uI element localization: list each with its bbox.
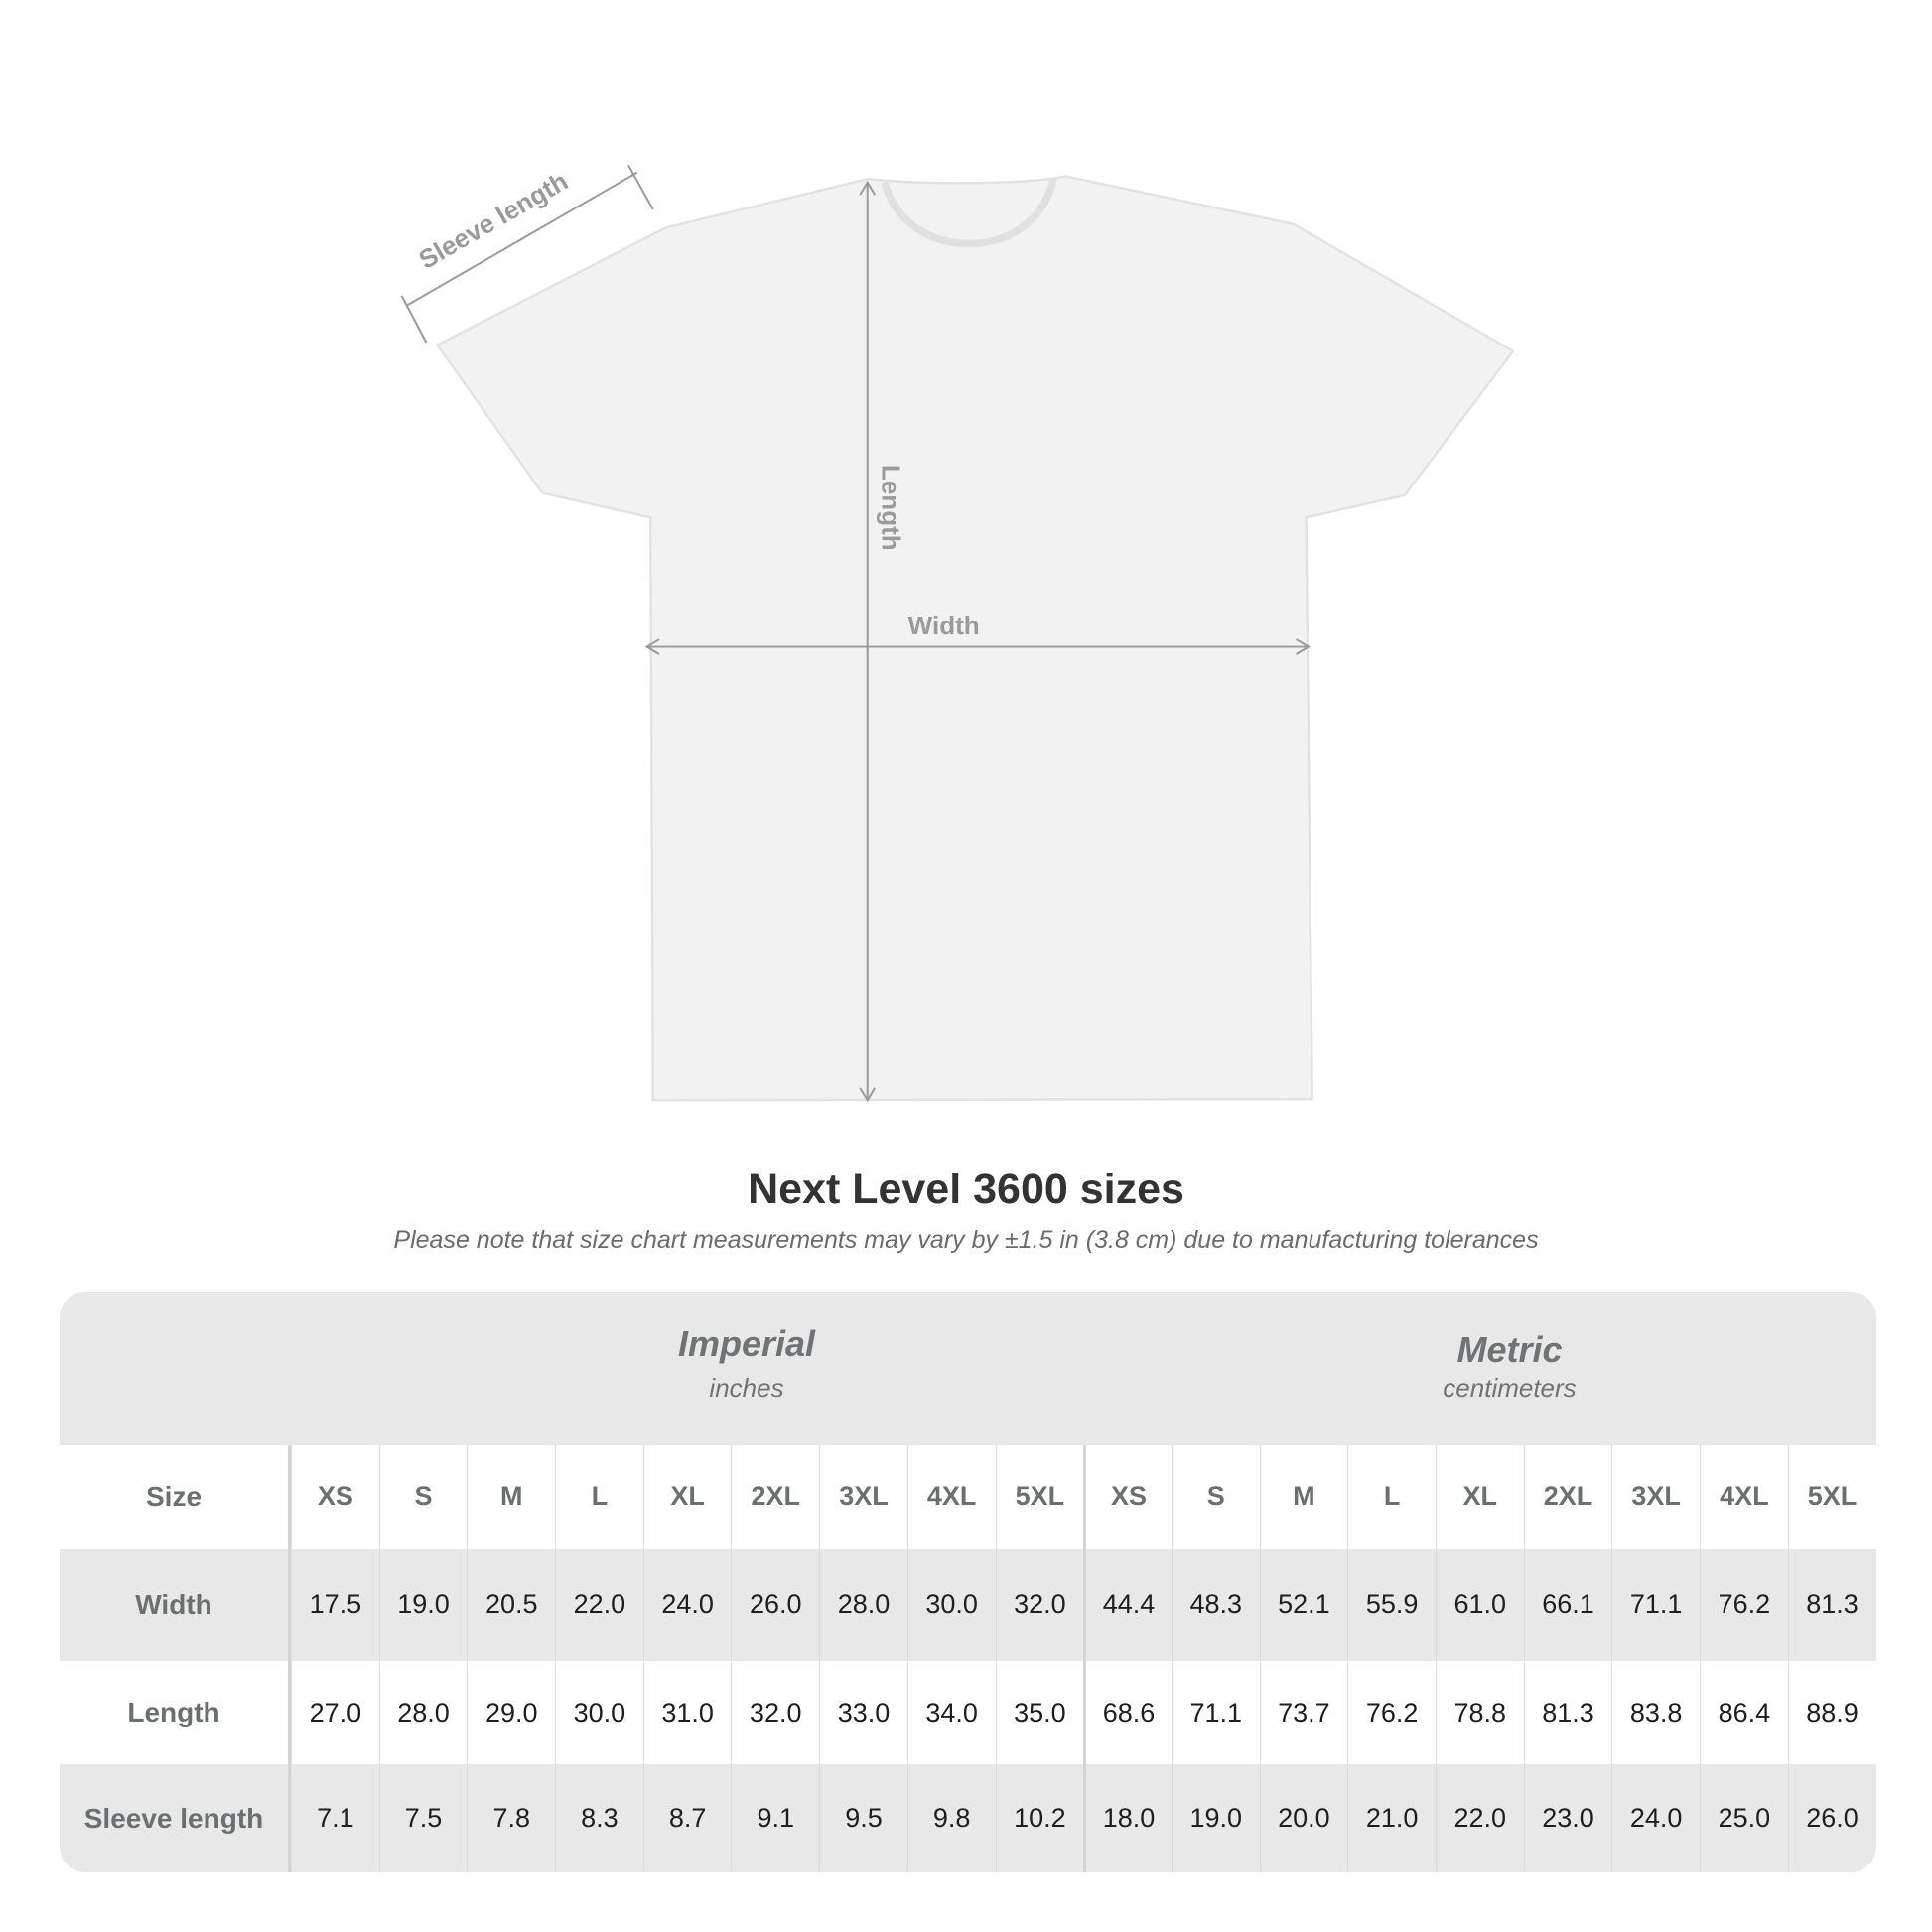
imperial-value-cell: 22.0 bbox=[555, 1549, 643, 1661]
metric-value-cell: 26.0 bbox=[1787, 1764, 1876, 1872]
imperial-value-cell: 28.0 bbox=[378, 1661, 468, 1764]
metric-value-cell: 55.9 bbox=[1347, 1549, 1436, 1661]
imperial-size-m: M bbox=[467, 1445, 555, 1549]
row-label: Width bbox=[60, 1549, 291, 1661]
metric-value-cell: 66.1 bbox=[1523, 1549, 1612, 1661]
imperial-size-5xl: 5XL bbox=[995, 1445, 1084, 1549]
imperial-value-cell: 32.0 bbox=[731, 1661, 819, 1764]
metric-value-cell: 52.1 bbox=[1259, 1549, 1348, 1661]
metric-value-cell: 23.0 bbox=[1523, 1764, 1612, 1872]
table-row: Width 17.5 19.0 20.5 22.0 24.0 26.0 28.0 30.0 32.… bbox=[60, 1549, 1876, 1661]
imperial-value-cell: 33.0 bbox=[819, 1661, 907, 1764]
size-row: Size XS S M L XL 2XL 3XL 4XL 5XL XS S M L XL 2XL 3XL 4XL 5… bbox=[60, 1445, 1876, 1549]
imperial-title: Imperial bbox=[677, 1323, 816, 1364]
imperial-header: Imperial inches bbox=[350, 1323, 1143, 1404]
imperial-value-cell: 31.0 bbox=[642, 1661, 732, 1764]
metric-value-cell: 22.0 bbox=[1435, 1764, 1524, 1872]
imperial-value-cell: 8.3 bbox=[555, 1764, 643, 1872]
metric-value-cell: 18.0 bbox=[1083, 1764, 1172, 1872]
size-label: Size bbox=[60, 1445, 291, 1549]
imperial-size-2xl: 2XL bbox=[731, 1445, 819, 1549]
imperial-value-cell: 7.1 bbox=[291, 1764, 379, 1872]
size-table: Imperial inches Metric centimeters Size X… bbox=[60, 1292, 1876, 1872]
metric-value-cell: 25.0 bbox=[1700, 1764, 1788, 1872]
metric-size-s: S bbox=[1171, 1445, 1260, 1549]
imperial-value-cell: 10.2 bbox=[995, 1764, 1084, 1872]
imperial-size-xs: XS bbox=[291, 1445, 379, 1549]
metric-size-4xl: 4XL bbox=[1700, 1445, 1788, 1549]
imperial-size-s: S bbox=[378, 1445, 468, 1549]
metric-header: Metric centimeters bbox=[1143, 1329, 1876, 1404]
metric-value-cell: 21.0 bbox=[1347, 1764, 1436, 1872]
metric-size-3xl: 3XL bbox=[1611, 1445, 1700, 1549]
metric-value-cell: 68.6 bbox=[1083, 1661, 1172, 1764]
imperial-unit: inches bbox=[709, 1373, 784, 1403]
metric-value-cell: 44.4 bbox=[1083, 1549, 1172, 1661]
imperial-value-cell: 8.7 bbox=[642, 1764, 732, 1872]
metric-value-cell: 61.0 bbox=[1435, 1549, 1524, 1661]
sleeve-length-label: Sleeve length bbox=[414, 166, 573, 275]
imperial-size-l: L bbox=[555, 1445, 643, 1549]
imperial-value-cell: 24.0 bbox=[642, 1549, 732, 1661]
imperial-value-cell: 29.0 bbox=[467, 1661, 555, 1764]
sleeve-arrow bbox=[406, 171, 638, 307]
metric-value-cell: 88.9 bbox=[1787, 1661, 1876, 1764]
metric-size-xs: XS bbox=[1083, 1445, 1172, 1549]
metric-value-cell: 76.2 bbox=[1700, 1549, 1788, 1661]
metric-value-cell: 20.0 bbox=[1259, 1764, 1348, 1872]
imperial-size-4xl: 4XL bbox=[906, 1445, 996, 1549]
metric-value-cell: 81.3 bbox=[1787, 1549, 1876, 1661]
metric-value-cell: 78.8 bbox=[1435, 1661, 1524, 1764]
metric-value-cell: 24.0 bbox=[1611, 1764, 1700, 1872]
imperial-value-cell: 20.5 bbox=[467, 1549, 555, 1661]
page-title: Next Level 3600 sizes bbox=[748, 1166, 1184, 1213]
metric-value-cell: 71.1 bbox=[1171, 1661, 1260, 1764]
imperial-value-cell: 9.5 bbox=[819, 1764, 907, 1872]
imperial-value-cell: 9.1 bbox=[731, 1764, 819, 1872]
metric-title: Metric bbox=[1456, 1329, 1563, 1370]
metric-size-2xl: 2XL bbox=[1523, 1445, 1612, 1549]
imperial-value-cell: 9.8 bbox=[906, 1764, 996, 1872]
metric-size-xl: XL bbox=[1435, 1445, 1524, 1549]
metric-size-l: L bbox=[1347, 1445, 1436, 1549]
metric-value-cell: 48.3 bbox=[1171, 1549, 1260, 1661]
tshirt-collar bbox=[881, 178, 1057, 248]
metric-size-5xl: 5XL bbox=[1787, 1445, 1876, 1549]
tshirt-shape bbox=[435, 175, 1515, 1102]
metric-size-m: M bbox=[1259, 1445, 1348, 1549]
length-label: Length bbox=[877, 465, 906, 551]
imperial-value-cell: 7.8 bbox=[467, 1764, 555, 1872]
table-row: Length 27.0 28.0 29.0 30.0 31.0 32.0 33.0 34.0 35… bbox=[60, 1661, 1876, 1764]
imperial-value-cell: 28.0 bbox=[819, 1549, 907, 1661]
tolerance-note: Please note that size chart measurements… bbox=[393, 1226, 1539, 1254]
metric-value-cell: 71.1 bbox=[1611, 1549, 1700, 1661]
metric-value-cell: 73.7 bbox=[1259, 1661, 1348, 1764]
imperial-value-cell: 19.0 bbox=[378, 1549, 468, 1661]
imperial-value-cell: 35.0 bbox=[995, 1661, 1084, 1764]
imperial-size-xl: XL bbox=[642, 1445, 732, 1549]
imperial-value-cell: 17.5 bbox=[291, 1549, 379, 1661]
imperial-value-cell: 26.0 bbox=[731, 1549, 819, 1661]
imperial-size-3xl: 3XL bbox=[819, 1445, 907, 1549]
metric-value-cell: 76.2 bbox=[1347, 1661, 1436, 1764]
metric-value-cell: 86.4 bbox=[1700, 1661, 1788, 1764]
row-label: Length bbox=[60, 1661, 291, 1764]
imperial-value-cell: 27.0 bbox=[291, 1661, 379, 1764]
metric-unit: centimeters bbox=[1443, 1373, 1577, 1403]
imperial-value-cell: 32.0 bbox=[995, 1549, 1084, 1661]
metric-value-cell: 83.8 bbox=[1611, 1661, 1700, 1764]
imperial-value-cell: 30.0 bbox=[906, 1549, 996, 1661]
imperial-value-cell: 34.0 bbox=[906, 1661, 996, 1764]
table-row: Sleeve length 7.1 7.5 7.8 8.3 8.7 9.1 9.5 9.8 10.… bbox=[60, 1764, 1876, 1872]
imperial-value-cell: 30.0 bbox=[555, 1661, 643, 1764]
width-label: Width bbox=[908, 611, 980, 640]
metric-value-cell: 19.0 bbox=[1171, 1764, 1260, 1872]
row-label: Sleeve length bbox=[60, 1764, 291, 1872]
imperial-value-cell: 7.5 bbox=[378, 1764, 468, 1872]
metric-value-cell: 81.3 bbox=[1523, 1661, 1612, 1764]
